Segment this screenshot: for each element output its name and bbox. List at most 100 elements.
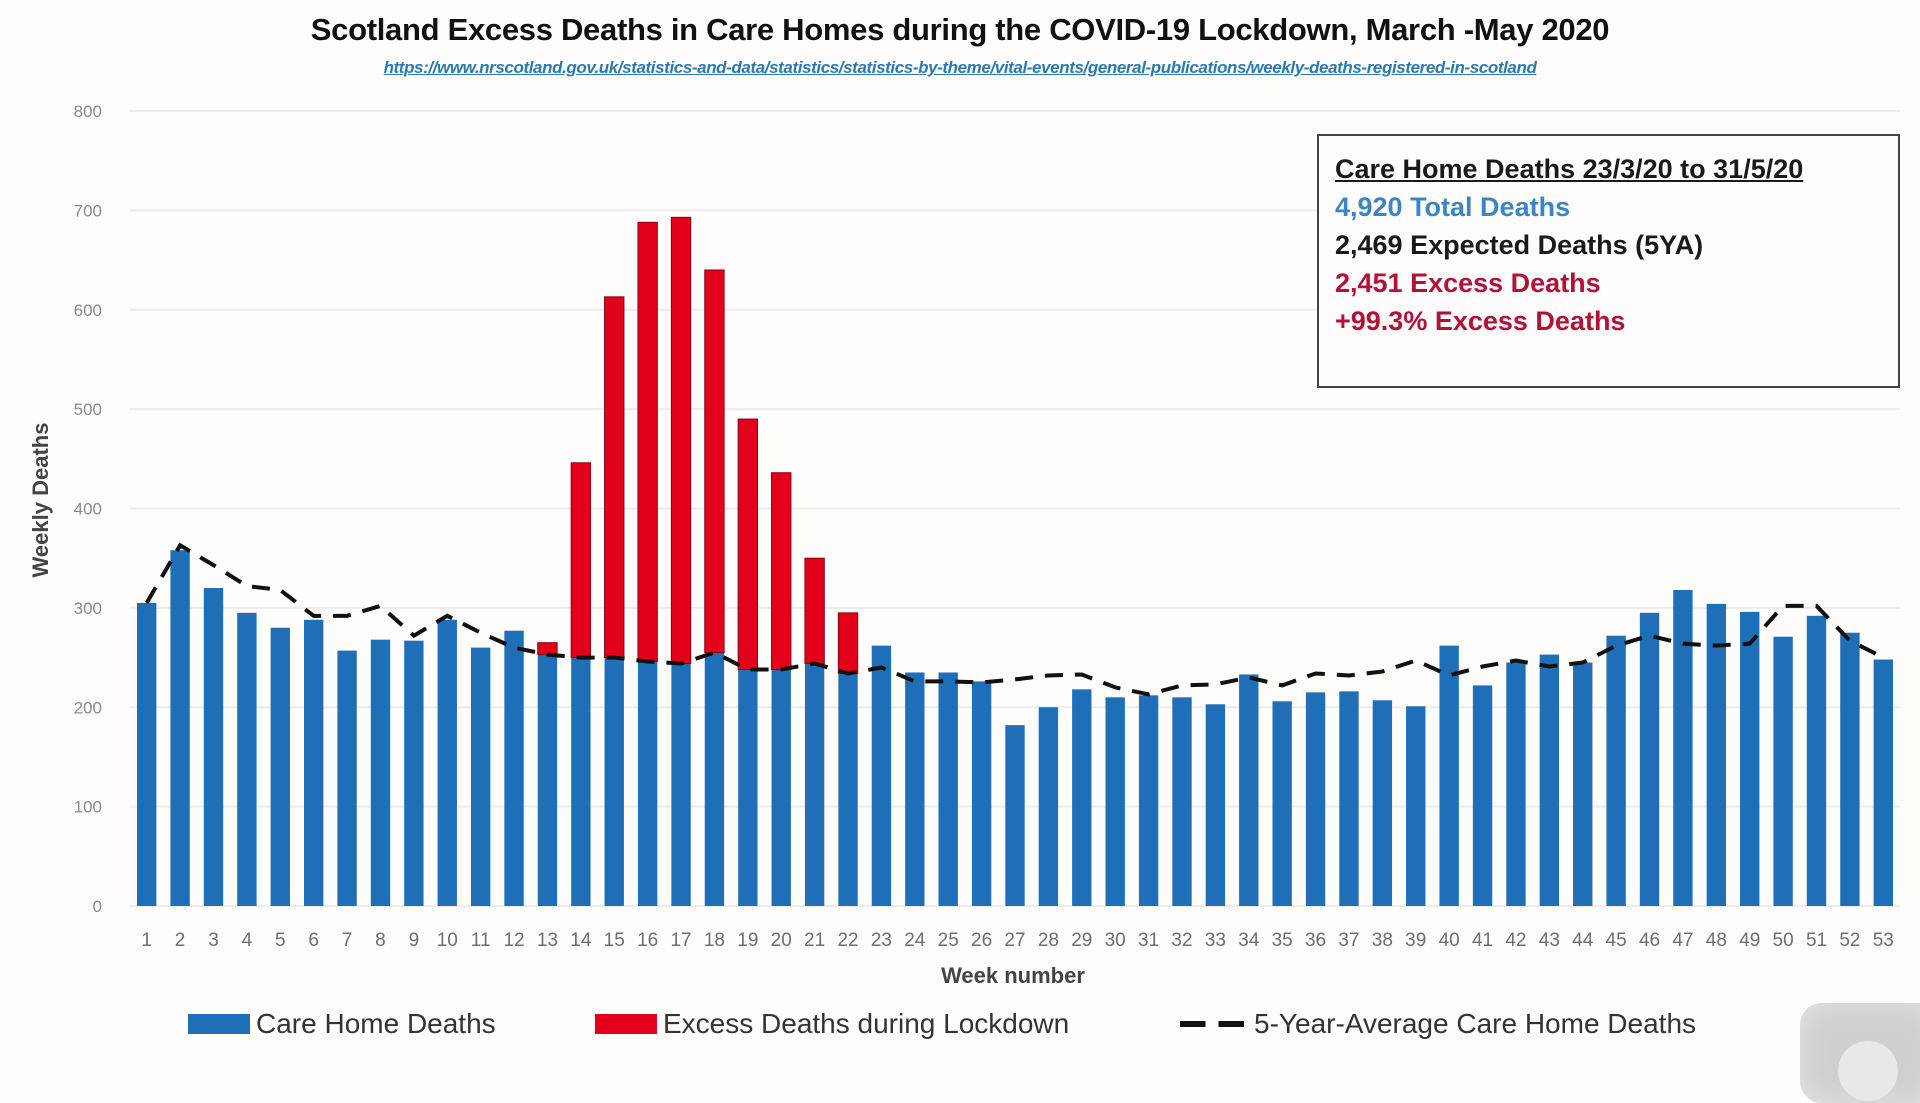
bar-excess-week-22 [837, 612, 859, 674]
x-tick-label: 51 [1806, 930, 1827, 951]
x-tick-label: 11 [471, 930, 491, 951]
x-tick-label: 5 [275, 930, 286, 951]
y-axis-label: Weekly Deaths [28, 423, 53, 578]
bar-care-home-week-3 [203, 588, 224, 906]
x-axis-ticks: 1 2 3 4 5 6 7 8 9 10 11 12 13 14 15 16 17 18 19 20 21 22 23 24 2… [141, 930, 1893, 951]
y-tick-label: 600 [74, 301, 102, 320]
legend-label: Excess Deaths during Lockdown [663, 1008, 1070, 1039]
bar-care-home-week-42 [1506, 662, 1526, 906]
x-tick-label: 2 [175, 930, 186, 951]
bar-care-home-week-15 [604, 657, 624, 906]
summary-expected: 2,469 Expected Deaths (5YA) [1335, 230, 1704, 260]
x-tick-label: 19 [737, 930, 758, 951]
x-tick-label: 1 [141, 930, 152, 951]
x-tick-label: 41 [1472, 930, 1493, 951]
x-tick-label: 9 [409, 930, 420, 951]
bar-care-home-week-24 [905, 672, 925, 906]
y-tick-label: 200 [74, 698, 102, 717]
x-tick-label: 27 [1004, 930, 1025, 951]
x-tick-label: 18 [704, 930, 725, 951]
x-tick-label: 39 [1405, 930, 1426, 951]
bar-care-home-week-6 [303, 619, 324, 906]
bar-care-home-week-45 [1606, 635, 1626, 906]
bar-care-home-week-49 [1740, 611, 1760, 906]
source-link[interactable]: https://www.nrscotland.gov.uk/statistics… [383, 58, 1537, 77]
y-tick-label: 800 [74, 102, 102, 121]
summary-heading: Care Home Deaths 23/3/20 to 31/5/20 [1335, 154, 1804, 184]
bar-excess-week-19 [737, 418, 759, 670]
y-tick-label: 700 [74, 201, 102, 220]
x-tick-label: 7 [342, 930, 353, 951]
legend-swatch-blue [188, 1014, 250, 1034]
x-tick-label: 15 [604, 930, 625, 951]
x-tick-label: 37 [1338, 930, 1359, 951]
bar-care-home-week-39 [1406, 706, 1426, 906]
bar-care-home-week-35 [1272, 701, 1292, 906]
y-tick-label: 500 [74, 400, 102, 419]
x-tick-label: 26 [971, 930, 992, 951]
x-tick-label: 21 [804, 930, 825, 951]
y-tick-label: 100 [74, 798, 102, 817]
x-tick-label: 10 [437, 930, 458, 951]
bar-care-home-week-36 [1305, 692, 1326, 906]
x-tick-label: 22 [837, 930, 858, 951]
bar-care-home-week-47 [1673, 589, 1693, 906]
bar-care-home-week-9 [404, 640, 424, 906]
x-tick-label: 52 [1839, 930, 1860, 951]
bar-excess-week-16 [637, 221, 658, 663]
x-tick-label: 28 [1038, 930, 1059, 951]
bar-care-home-week-31 [1138, 695, 1159, 906]
x-tick-label: 17 [670, 930, 691, 951]
x-tick-label: 53 [1873, 930, 1894, 951]
bar-care-home-week-38 [1372, 700, 1393, 906]
bar-care-home-week-5 [270, 627, 290, 906]
x-tick-label: 12 [503, 930, 524, 951]
x-tick-label: 8 [375, 930, 386, 951]
bar-care-home-week-1 [137, 602, 157, 906]
bar-care-home-week-18 [704, 652, 725, 906]
x-tick-label: 43 [1539, 930, 1560, 951]
x-tick-label: 6 [308, 930, 319, 951]
y-tick-label: 0 [93, 897, 102, 916]
bar-care-home-week-40 [1439, 645, 1459, 906]
x-tick-label: 31 [1138, 930, 1159, 951]
bar-care-home-week-17 [671, 663, 691, 906]
bar-excess-week-20 [771, 472, 792, 670]
legend-label: 5-Year-Average Care Home Deaths [1254, 1008, 1697, 1039]
y-tick-label: 400 [74, 500, 102, 519]
overlay-circle-icon [1838, 1041, 1898, 1101]
x-tick-label: 33 [1205, 930, 1226, 951]
bar-care-home-week-7 [337, 650, 357, 906]
bar-care-home-week-2 [170, 550, 190, 906]
x-tick-label: 34 [1238, 930, 1260, 951]
bar-care-home-week-19 [738, 669, 758, 906]
x-tick-label: 47 [1672, 930, 1693, 951]
chart-title: Scotland Excess Deaths in Care Homes dur… [310, 12, 1610, 47]
x-tick-label: 29 [1071, 930, 1092, 951]
bar-care-home-week-50 [1773, 636, 1793, 906]
bar-care-home-week-37 [1339, 691, 1359, 906]
bar-care-home-week-29 [1072, 689, 1092, 906]
bar-care-home-week-30 [1105, 697, 1125, 906]
x-axis-label: Week number [941, 963, 1085, 988]
x-tick-label: 30 [1105, 930, 1126, 951]
bar-care-home-week-51 [1806, 615, 1827, 906]
x-tick-label: 42 [1505, 930, 1526, 951]
bar-care-home-week-52 [1840, 632, 1860, 906]
x-tick-label: 35 [1272, 930, 1293, 951]
x-tick-label: 23 [871, 930, 892, 951]
x-tick-label: 48 [1706, 930, 1727, 951]
bar-care-home-week-41 [1472, 685, 1493, 906]
bar-care-home-week-25 [938, 672, 958, 906]
legend-swatch-red [595, 1014, 657, 1034]
bar-care-home-week-16 [637, 661, 658, 906]
summary-box: Care Home Deaths 23/3/20 to 31/5/20 4,92… [1317, 134, 1900, 388]
x-tick-label: 4 [242, 930, 253, 951]
legend-item-care-home: Care Home Deaths [188, 1008, 496, 1040]
bar-care-home-week-8 [370, 639, 391, 906]
video-overlay-button[interactable] [1800, 1003, 1920, 1103]
bar-care-home-week-22 [838, 673, 858, 906]
bar-care-home-week-20 [771, 669, 791, 906]
bar-excess-week-21 [804, 557, 825, 665]
bar-care-home-week-48 [1706, 603, 1727, 906]
